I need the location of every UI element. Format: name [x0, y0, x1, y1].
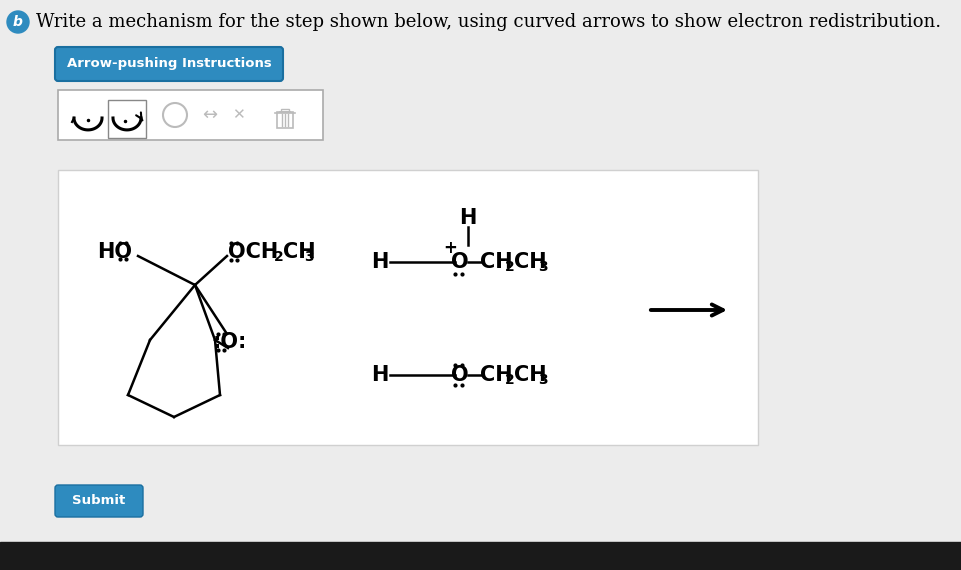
Text: 2: 2 [274, 250, 283, 264]
Text: Submit: Submit [72, 495, 126, 507]
Text: 2: 2 [505, 373, 514, 387]
Text: O: O [451, 365, 468, 385]
Text: :O:: :O: [212, 332, 247, 352]
Text: CH: CH [480, 252, 512, 272]
Bar [0, 542, 961, 570]
Text: ✕: ✕ [232, 108, 244, 123]
Text: H: H [371, 365, 388, 385]
Text: 2: 2 [505, 260, 514, 274]
FancyBboxPatch shape [58, 90, 323, 140]
FancyBboxPatch shape [108, 100, 146, 138]
Bar [277, 112, 293, 128]
Text: b: b [13, 15, 23, 29]
Bar [281, 109, 288, 112]
Text: H: H [371, 252, 388, 272]
Text: +: + [443, 239, 456, 257]
Text: CH: CH [513, 365, 546, 385]
Text: OCH: OCH [228, 242, 278, 262]
Text: 3: 3 [537, 260, 547, 274]
FancyBboxPatch shape [55, 485, 143, 517]
FancyBboxPatch shape [55, 47, 283, 81]
Text: H: H [458, 208, 477, 228]
Text: CH: CH [283, 242, 315, 262]
Text: 3: 3 [304, 250, 313, 264]
Text: Write a mechanism for the step shown below, using curved arrows to show electron: Write a mechanism for the step shown bel… [36, 13, 940, 31]
Text: HO: HO [97, 242, 132, 262]
Text: CH: CH [480, 365, 512, 385]
Circle shape [7, 11, 29, 33]
Text: 3: 3 [537, 373, 547, 387]
Bar [58, 170, 757, 445]
Text: CH: CH [513, 252, 546, 272]
Text: ↔: ↔ [202, 106, 217, 124]
Text: Arrow-pushing Instructions: Arrow-pushing Instructions [66, 58, 271, 71]
Text: O: O [451, 252, 468, 272]
